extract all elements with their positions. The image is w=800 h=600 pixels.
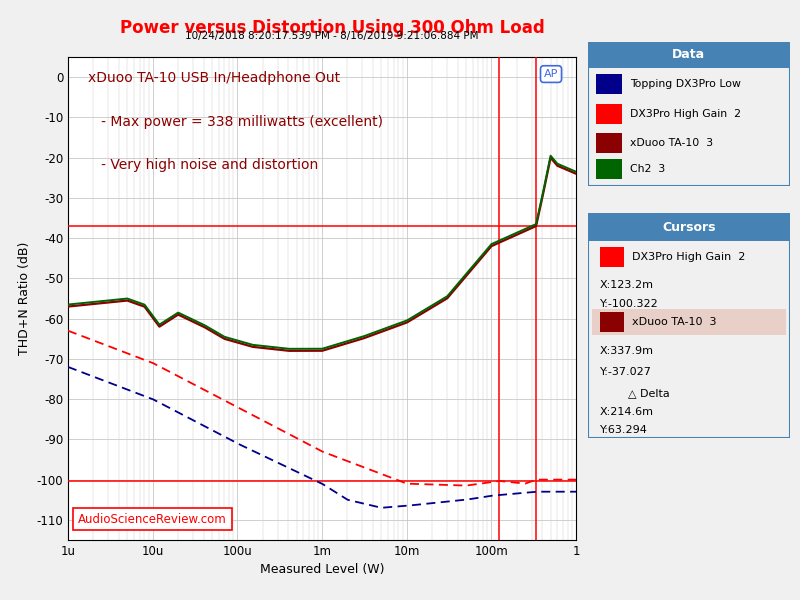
Text: 10/24/2018 8:20:17.539 PM - 8/16/2019 9:21:06.884 PM: 10/24/2018 8:20:17.539 PM - 8/16/2019 9:… <box>186 31 478 41</box>
X-axis label: Measured Level (W): Measured Level (W) <box>260 563 384 577</box>
Bar <box>588 42 790 68</box>
Text: xDuoo TA-10 USB In/Headphone Out: xDuoo TA-10 USB In/Headphone Out <box>88 71 341 85</box>
Bar <box>596 158 622 179</box>
Bar <box>596 104 622 124</box>
Text: Topping DX3Pro Low: Topping DX3Pro Low <box>630 79 742 89</box>
Text: Y:-100.322: Y:-100.322 <box>600 299 659 309</box>
Text: X:337.9m: X:337.9m <box>600 346 654 356</box>
Bar <box>600 247 624 267</box>
Y-axis label: THD+N Ratio (dB): THD+N Ratio (dB) <box>18 242 31 355</box>
Text: X:214.6m: X:214.6m <box>600 407 654 417</box>
Text: Ch2  3: Ch2 3 <box>630 164 666 174</box>
Text: Data: Data <box>672 49 706 61</box>
Bar <box>600 312 624 332</box>
Text: DX3Pro High Gain  2: DX3Pro High Gain 2 <box>632 252 746 262</box>
Text: Y:63.294: Y:63.294 <box>600 425 648 435</box>
Text: X:123.2m: X:123.2m <box>600 280 654 290</box>
Text: - Max power = 338 milliwatts (excellent): - Max power = 338 milliwatts (excellent) <box>88 115 383 129</box>
Bar <box>588 213 790 241</box>
Bar <box>592 308 786 335</box>
Text: AudioScienceReview.com: AudioScienceReview.com <box>78 512 227 526</box>
Text: AP: AP <box>544 69 558 79</box>
Bar <box>596 133 622 153</box>
Text: Y:-37.027: Y:-37.027 <box>600 367 652 377</box>
Text: △ Delta: △ Delta <box>628 388 670 398</box>
Text: xDuoo TA-10  3: xDuoo TA-10 3 <box>632 317 717 327</box>
Bar <box>596 74 622 94</box>
Text: - Very high noise and distortion: - Very high noise and distortion <box>88 158 318 172</box>
Text: Cursors: Cursors <box>662 221 715 233</box>
Text: Power versus Distortion Using 300 Ohm Load: Power versus Distortion Using 300 Ohm Lo… <box>120 19 544 37</box>
Text: DX3Pro High Gain  2: DX3Pro High Gain 2 <box>630 109 742 119</box>
Text: xDuoo TA-10  3: xDuoo TA-10 3 <box>630 138 714 148</box>
